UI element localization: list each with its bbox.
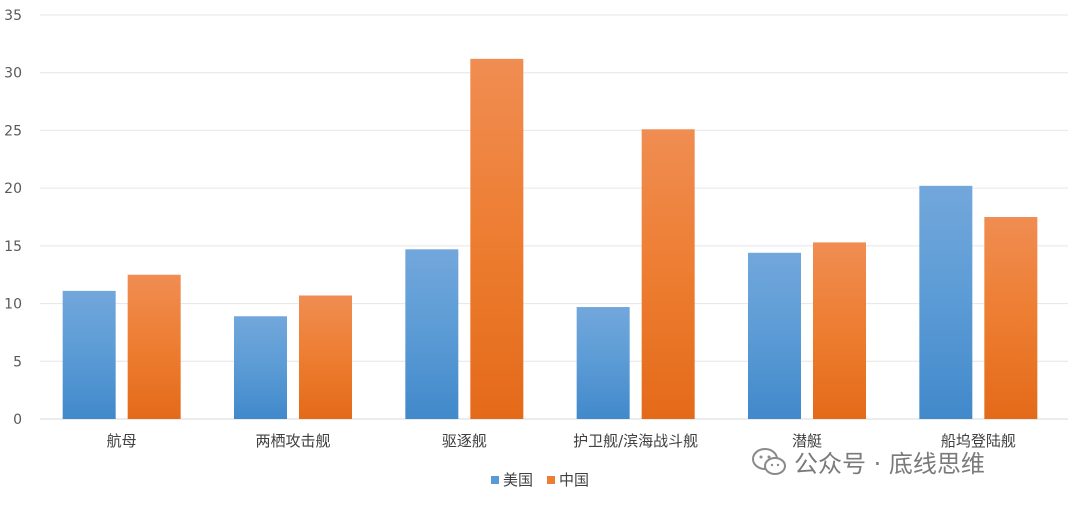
y-tick-label: 35 (4, 8, 22, 24)
legend-label-us: 美国 (502, 471, 533, 489)
legend-swatch-us (490, 475, 499, 484)
x-tick-label: 驱逐舰 (442, 432, 487, 450)
y-tick-label: 5 (13, 354, 22, 370)
y-tick-label: 25 (4, 123, 22, 139)
wechat-icon (752, 447, 786, 475)
x-tick-label: 航母 (107, 432, 137, 450)
legend-label-china: 中国 (559, 471, 590, 489)
y-tick-label: 15 (4, 239, 22, 255)
bar-china (127, 274, 181, 419)
bar-us (748, 252, 801, 419)
y-tick-label: 0 (13, 412, 22, 428)
bar-china (984, 217, 1038, 419)
legend-swatch-china (547, 475, 555, 484)
bar-china (470, 58, 524, 420)
bar-us (919, 185, 973, 419)
x-tick-label: 护卫舰/滨海战斗舰 (573, 432, 698, 450)
x-tick-label: 船坞登陆舰 (941, 432, 1016, 450)
legend: 美国 中国 (0, 469, 1080, 490)
y-tick-label: 10 (4, 297, 22, 313)
legend-item-china: 中国 (547, 469, 589, 490)
bar-china (641, 129, 695, 419)
bar-china (299, 295, 352, 419)
bar-us (62, 290, 116, 419)
y-tick-label: 20 (4, 181, 22, 197)
bar-us (234, 316, 287, 419)
x-tick-label: 潜艇 (792, 432, 822, 450)
bar-us (405, 249, 459, 419)
bar-china (813, 242, 866, 419)
legend-item-us: 美国 (490, 469, 533, 490)
bar-us (576, 307, 630, 419)
watermark: 公众号 · 底线思维 (752, 444, 985, 479)
y-tick-label: 30 (4, 66, 22, 82)
watermark-text: 公众号 · 底线思维 (794, 450, 985, 478)
x-tick-label: 两栖攻击舰 (255, 432, 330, 450)
